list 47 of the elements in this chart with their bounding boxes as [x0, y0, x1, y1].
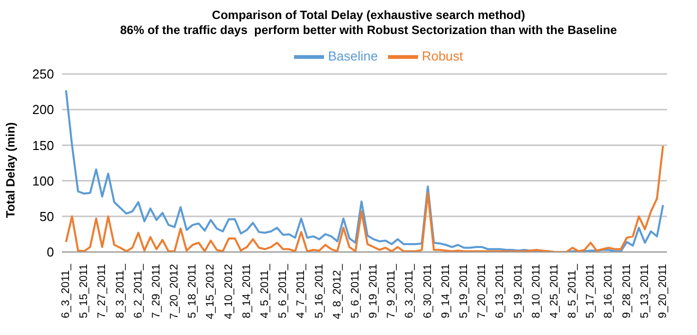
x-tick-label: 6_3_2011_	[60, 263, 72, 318]
x-tick-label: 7_20_2011	[476, 264, 488, 318]
y-tick-label: 100	[32, 173, 54, 188]
legend-label: Robust	[422, 48, 464, 64]
x-tick-label: 4_10_2012	[222, 264, 235, 320]
x-tick-label: 8_14_2011	[240, 264, 253, 318]
x-tick-label: 5_6_2011_	[277, 263, 290, 318]
x-tick-label: 7_29_2011	[150, 264, 162, 318]
x-tick-label: 4_7_2011_	[295, 263, 308, 318]
x-tick-label: 8_3_2011_	[114, 263, 126, 318]
chart-subtitle: 86% of the traffic days perform better with Robust Sectorization than with the Baseline	[119, 23, 618, 38]
x-tick-label: 5_19_2011	[458, 264, 470, 318]
x-tick-label: 5_13_2011	[638, 264, 651, 318]
y-tick-label: 250	[32, 66, 54, 82]
x-tick-label: 8_16_2011	[602, 264, 615, 318]
y-axis-title: Total Delay (min)	[3, 122, 18, 218]
x-tick-label: 4_15_2012	[204, 264, 217, 320]
y-tick-label: 200	[32, 102, 54, 118]
x-tick-label: 4_25_2011	[548, 264, 560, 318]
x-tick-label: 4_8_2012_	[331, 263, 344, 320]
x-tick-label: 8_10_2011	[530, 264, 542, 318]
y-tick-label: 0	[46, 244, 54, 260]
x-tick-label: 5_6_2011_	[349, 263, 362, 318]
x-tick-label: 4_5_2011_	[259, 263, 271, 318]
x-tick-label: 5_18_2011	[186, 264, 199, 318]
x-tick-label: 5_17_2011	[584, 264, 597, 318]
x-tick-label: 7_20_2012	[168, 264, 181, 320]
x-tick-label: 9_19_2011	[368, 264, 380, 318]
x-tick-label: 8_5_2011_	[566, 263, 579, 318]
x-tick-label: 6_13_2011	[494, 264, 506, 318]
x-tick-label: 5_15_2011	[78, 264, 90, 318]
line-series	[65, 89, 664, 252]
y-tick-label: 50	[40, 209, 54, 224]
x-tick-label: 5_16_2011	[313, 264, 326, 318]
x-tick-label: 6_2_2011_	[132, 263, 144, 318]
x-tick-label: 9_28_2011	[620, 264, 633, 318]
y-tick-label: 150	[32, 138, 54, 153]
x-tick-label: 7_9_2011_	[386, 263, 398, 318]
x-tick-label: 6_3_2011_	[404, 263, 416, 318]
legend-label: Baseline	[328, 48, 378, 64]
x-tick-label: 6_30_2011	[422, 264, 434, 318]
x-tick-label: 7_27_2011	[96, 264, 108, 318]
line-series	[65, 144, 664, 252]
x-tick-label: 9_14_2011	[440, 264, 452, 318]
x-tick-label: 9_20_2011	[657, 264, 669, 318]
chart-title: Comparison of Total Delay (exhaustive search method)	[210, 8, 526, 23]
x-tick-label: 5_19_2011	[512, 264, 524, 318]
